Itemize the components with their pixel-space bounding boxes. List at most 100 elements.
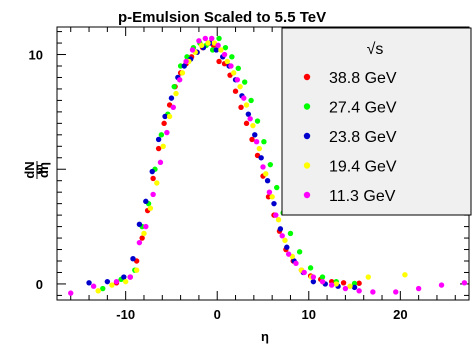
data-point — [171, 83, 177, 90]
data-point — [189, 47, 196, 53]
data-point — [274, 184, 280, 191]
data-point — [261, 139, 267, 145]
data-point — [254, 118, 261, 124]
data-point — [365, 274, 371, 280]
data-point — [282, 237, 288, 244]
data-point — [113, 278, 120, 285]
data-point — [86, 280, 92, 286]
data-point — [231, 70, 237, 76]
data-point — [181, 63, 187, 69]
y-tick-label: 0 — [36, 277, 43, 292]
data-point — [271, 200, 277, 207]
data-point — [155, 145, 162, 152]
data-point — [222, 44, 229, 51]
data-point — [150, 175, 156, 182]
data-point — [301, 269, 307, 276]
data-point — [216, 35, 222, 42]
data-point — [198, 42, 205, 49]
data-point — [356, 288, 362, 294]
data-point — [209, 35, 215, 42]
data-point — [237, 83, 243, 90]
data-point — [143, 198, 149, 205]
data-point — [136, 221, 143, 227]
legend: √s 38.8 GeV 27.4 GeV 23.8 GeV 19.4 GeV 11.3 … — [281, 27, 472, 216]
x-tick-label: -10 — [116, 307, 135, 322]
data-point — [310, 274, 317, 280]
data-point — [213, 47, 220, 53]
data-point — [238, 104, 244, 110]
data-point — [235, 65, 241, 71]
data-point — [356, 280, 362, 286]
data-point — [158, 132, 165, 138]
data-point — [250, 122, 256, 129]
data-point — [347, 283, 353, 289]
data-point — [155, 136, 162, 143]
data-point — [164, 129, 170, 136]
data-point — [183, 58, 189, 65]
data-point — [90, 283, 97, 289]
data-point — [319, 274, 326, 280]
legend-label: 11.3 GeV — [329, 188, 396, 205]
data-point — [248, 97, 254, 104]
data-point — [328, 282, 335, 288]
data-point — [166, 113, 173, 120]
data-point — [241, 79, 248, 85]
legend-marker — [303, 191, 311, 199]
legend-marker — [303, 73, 311, 81]
data-point — [154, 180, 160, 186]
legend-items: 38.8 GeV 27.4 GeV 23.8 GeV 19.4 GeV 11.3 GeV — [303, 70, 397, 205]
data-point — [170, 104, 176, 110]
data-point — [196, 38, 202, 44]
data-point — [284, 244, 290, 250]
data-point — [461, 280, 468, 286]
data-point — [150, 191, 156, 198]
data-point — [202, 35, 209, 42]
data-point — [234, 77, 241, 83]
data-point — [245, 111, 252, 117]
legend-label: 38.8 GeV — [329, 70, 397, 87]
y-tick-label: 10 — [29, 48, 43, 63]
data-point — [252, 132, 258, 138]
data-point — [149, 168, 155, 175]
data-point — [127, 274, 133, 280]
legend-label: 19.4 GeV — [329, 159, 397, 176]
axis-ticks: -10 0 10 20 0 5 10 — [29, 27, 469, 322]
data-point — [263, 171, 269, 177]
data-point — [216, 58, 222, 65]
data-point — [279, 233, 285, 239]
x-tick-label: 10 — [302, 307, 316, 322]
legend-label: 23.8 GeV — [329, 129, 397, 146]
data-point — [273, 212, 279, 218]
data-point — [95, 288, 101, 294]
data-point — [249, 136, 255, 143]
data-point — [168, 95, 175, 101]
data-point — [264, 178, 271, 184]
data-point — [228, 63, 234, 69]
data-point — [293, 260, 299, 266]
data-point — [68, 290, 74, 296]
data-point — [438, 282, 445, 288]
x-axis-label: η — [261, 329, 269, 344]
data-point — [161, 120, 167, 127]
data-point — [351, 280, 358, 287]
data-point — [224, 58, 230, 65]
data-point — [147, 205, 154, 211]
data-point — [104, 278, 111, 285]
data-point — [253, 139, 260, 145]
data-point — [221, 51, 228, 58]
y-tick-label: 5 — [36, 162, 43, 177]
data-point — [176, 77, 183, 83]
data-point — [310, 278, 317, 285]
data-point — [122, 278, 129, 285]
data-point — [143, 223, 149, 230]
data-point — [342, 285, 349, 292]
data-point — [241, 95, 247, 101]
data-point — [243, 120, 250, 127]
data-point — [333, 281, 339, 287]
data-point — [247, 116, 253, 122]
data-point — [269, 194, 275, 200]
data-point — [277, 226, 284, 232]
data-point — [266, 189, 273, 195]
data-point — [229, 54, 235, 60]
data-point — [243, 102, 250, 108]
